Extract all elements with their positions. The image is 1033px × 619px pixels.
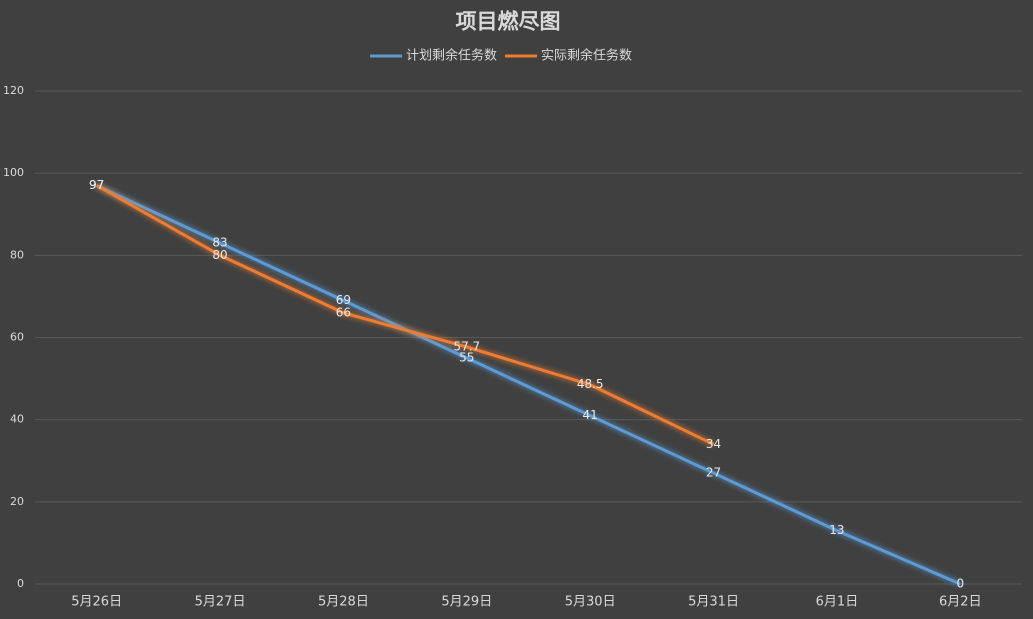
y-tick-label: 120 <box>3 84 24 97</box>
legend-label: 计划剩余任务数 <box>406 48 497 64</box>
x-tick-label: 5月27日 <box>195 595 246 610</box>
x-tick-label: 6月1日 <box>816 595 859 610</box>
y-tick-label: 80 <box>10 248 24 261</box>
data-label: 97 <box>89 178 104 192</box>
data-label: 48.5 <box>577 377 604 391</box>
x-tick-label: 5月29日 <box>441 595 492 610</box>
y-tick-label: 40 <box>10 413 24 426</box>
data-label: 80 <box>212 248 227 262</box>
data-label: 55 <box>459 351 474 365</box>
x-tick-label: 6月2日 <box>939 595 982 610</box>
x-tick-label: 5月30日 <box>565 595 616 610</box>
data-label: 13 <box>829 523 844 537</box>
data-label: 66 <box>336 305 351 319</box>
x-tick-label: 5月31日 <box>688 595 739 610</box>
y-tick-label: 100 <box>3 166 24 179</box>
series-line <box>96 184 961 586</box>
data-label: 41 <box>583 408 598 422</box>
y-tick-label: 60 <box>10 331 24 344</box>
data-label: 97 <box>89 178 104 192</box>
chart-title: 项目燃尽图 <box>456 9 561 34</box>
data-label: 57.7 <box>453 339 480 353</box>
legend-label: 实际剩余任务数 <box>541 48 632 64</box>
x-tick-label: 5月26日 <box>71 595 122 610</box>
data-label: 34 <box>706 437 721 451</box>
y-tick-label: 0 <box>17 577 24 590</box>
data-label: 27 <box>706 466 721 480</box>
data-label: 83 <box>212 236 227 250</box>
series-line <box>95 184 715 446</box>
y-tick-label: 20 <box>10 495 24 508</box>
x-tick-label: 5月28日 <box>318 595 369 610</box>
data-label: 69 <box>336 293 351 307</box>
data-label: 0 <box>956 577 964 591</box>
